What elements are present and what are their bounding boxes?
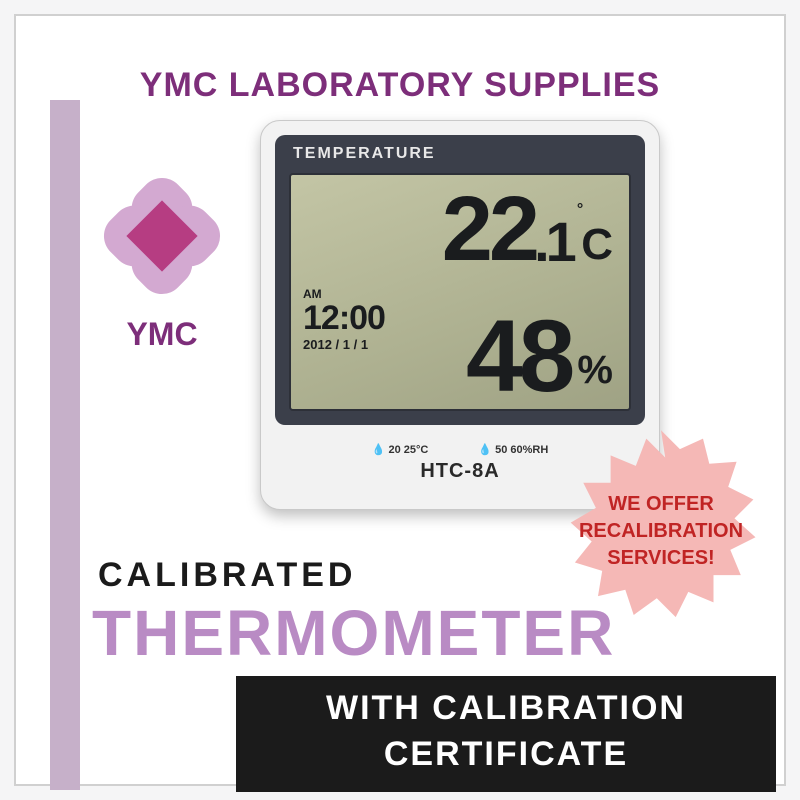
- temperature-reading: 22 .1 ° C: [442, 177, 609, 282]
- comfort-rh-range: 50 60%RH: [478, 443, 548, 456]
- clock-block: AM 12:00 2012 / 1 / 1: [303, 287, 385, 352]
- band-line-1: WITH CALIBRATION: [248, 686, 764, 732]
- badge-line-3: SERVICES!: [607, 545, 714, 572]
- comfort-range-row: 20 25°C 50 60%RH: [372, 443, 549, 456]
- humidity-unit: %: [577, 348, 609, 393]
- temp-int: 22: [442, 177, 536, 282]
- comfort-temp-range: 20 25°C: [372, 443, 429, 456]
- temp-degree-icon: °: [577, 201, 579, 219]
- device-frame: TEMPERATURE 22 .1 ° C AM 12:00 2012 / 1 …: [275, 135, 645, 425]
- title-calibrated: CALIBRATED: [98, 556, 356, 595]
- clock-date: 2012 / 1 / 1: [303, 337, 385, 352]
- brand-logo-text: YMC: [92, 316, 232, 353]
- device-top-label: TEMPERATURE: [293, 145, 633, 163]
- brand-logo-icon: [92, 166, 232, 306]
- certificate-band: WITH CALIBRATION CERTIFICATE: [236, 676, 776, 792]
- clock-time: 12:00: [303, 301, 385, 335]
- infographic-card: YMC LABORATORY SUPPLIES YMC TEMPERATURE …: [14, 14, 786, 786]
- temp-unit: C: [581, 220, 609, 270]
- temp-dec: .1: [534, 209, 573, 274]
- title-thermometer: THERMOMETER: [92, 596, 615, 670]
- badge-line-2: RECALIBRATION: [579, 518, 743, 545]
- humidity-reading: 48 %: [466, 298, 609, 411]
- header-title: YMC LABORATORY SUPPLIES: [16, 66, 784, 105]
- device-model: HTC-8A: [420, 460, 499, 483]
- badge-line-1: WE OFFER: [608, 491, 714, 518]
- left-accent-bar: [50, 100, 80, 790]
- humidity-value: 48: [466, 298, 571, 411]
- lcd-screen: 22 .1 ° C AM 12:00 2012 / 1 / 1 48 %: [289, 173, 631, 411]
- band-line-2: CERTIFICATE: [248, 732, 764, 778]
